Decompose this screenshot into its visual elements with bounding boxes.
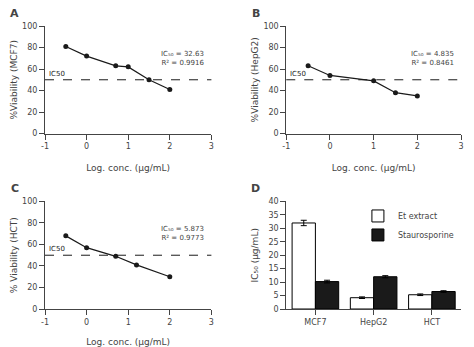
svg-text:IC₅₀ = 4.835R² = 0.8461: IC₅₀ = 4.835R² = 0.8461	[411, 50, 454, 67]
svg-text:3: 3	[209, 142, 214, 151]
svg-text:0: 0	[327, 142, 332, 151]
svg-text:60: 60	[27, 240, 37, 249]
svg-text:1: 1	[126, 142, 131, 151]
svg-text:20: 20	[27, 283, 37, 292]
svg-text:5: 5	[274, 291, 279, 300]
svg-text:40: 40	[268, 86, 278, 95]
svg-text:10: 10	[268, 278, 278, 287]
svg-text:40: 40	[268, 197, 278, 206]
svg-text:80: 80	[27, 219, 37, 228]
svg-text:3: 3	[458, 142, 463, 151]
svg-text:25: 25	[268, 238, 278, 247]
svg-text:C: C	[11, 182, 19, 195]
svg-text:60: 60	[27, 65, 37, 74]
svg-text:0: 0	[274, 305, 279, 314]
svg-text:B: B	[252, 7, 260, 20]
svg-text:40: 40	[27, 262, 37, 271]
svg-text:-1: -1	[41, 318, 49, 327]
svg-text:IC50: IC50	[49, 70, 65, 78]
svg-text:IC₅₀ = 5.873R² = 0.9773: IC₅₀ = 5.873R² = 0.9773	[161, 225, 204, 242]
svg-text:0: 0	[84, 318, 89, 327]
svg-text:-1: -1	[41, 142, 49, 151]
svg-text:0: 0	[84, 142, 89, 151]
svg-text:IC₅₀ = 32.63R² = 0.9916: IC₅₀ = 32.63R² = 0.9916	[161, 50, 204, 67]
svg-text:20: 20	[268, 108, 278, 117]
svg-text:IC₅₀ (μg/mL): IC₅₀ (μg/mL)	[250, 228, 260, 282]
svg-text:2: 2	[167, 142, 172, 151]
svg-text:60: 60	[268, 65, 278, 74]
svg-text:80: 80	[268, 43, 278, 52]
svg-text:Et extract: Et extract	[398, 212, 437, 221]
svg-text:0: 0	[32, 305, 37, 314]
svg-text:35: 35	[268, 211, 278, 220]
svg-text:1: 1	[126, 318, 131, 327]
svg-text:2: 2	[415, 142, 420, 151]
svg-text:3: 3	[209, 318, 214, 327]
svg-text:40: 40	[27, 86, 37, 95]
svg-text:30: 30	[268, 224, 278, 233]
svg-text:IC50: IC50	[290, 70, 306, 78]
svg-text:20: 20	[268, 251, 278, 260]
svg-text:%Viability (MCF7): %Viability (MCF7)	[9, 40, 19, 119]
svg-text:Staurosporine: Staurosporine	[398, 231, 454, 240]
svg-text:A: A	[10, 7, 19, 20]
svg-text:D: D	[251, 182, 260, 195]
svg-text:Log. conc. (μg/mL): Log. conc. (μg/mL)	[86, 163, 170, 173]
svg-text:IC50: IC50	[49, 245, 65, 253]
svg-text:HepG2: HepG2	[360, 318, 387, 327]
svg-text:0: 0	[274, 129, 279, 138]
svg-text:MCF7: MCF7	[304, 318, 326, 327]
svg-text:2: 2	[167, 318, 172, 327]
svg-text:% Viability (HCT): % Viability (HCT)	[9, 217, 19, 293]
svg-text:Log. conc. (μg/mL): Log. conc. (μg/mL)	[86, 337, 170, 347]
svg-text:%Viability (HepG2): %Viability (HepG2)	[250, 37, 260, 122]
svg-text:15: 15	[268, 264, 278, 273]
svg-text:100: 100	[263, 22, 278, 31]
svg-text:1: 1	[371, 142, 376, 151]
svg-text:0: 0	[32, 129, 37, 138]
svg-text:20: 20	[27, 108, 37, 117]
svg-text:80: 80	[27, 43, 37, 52]
svg-text:Log. conc. (μg/mL): Log. conc. (μg/mL)	[332, 163, 416, 173]
svg-text:HCT: HCT	[424, 318, 441, 327]
svg-text:100: 100	[22, 197, 37, 206]
svg-text:100: 100	[22, 22, 37, 31]
svg-text:-1: -1	[282, 142, 290, 151]
